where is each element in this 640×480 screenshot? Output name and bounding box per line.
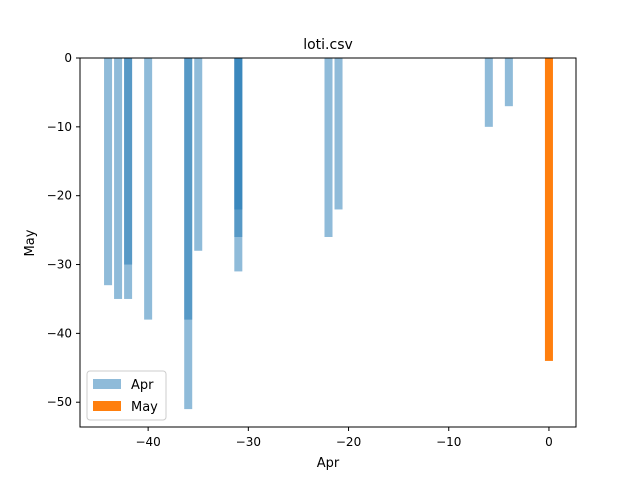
y-tick-label: −40 [47, 326, 72, 340]
bar-apr-4 [144, 58, 153, 320]
x-tick-label: −20 [336, 435, 361, 449]
bar-may-0 [544, 58, 553, 361]
y-tick-label: −50 [47, 395, 72, 409]
legend-label-apr: Apr [131, 378, 154, 393]
x-tick-label: 0 [545, 435, 553, 449]
legend: Apr May [86, 370, 167, 421]
bar-apr-6 [184, 58, 193, 320]
y-tick-label: −20 [47, 189, 72, 203]
bar-apr-12 [334, 58, 343, 210]
plot-frame [79, 57, 577, 428]
bar-apr-14 [504, 58, 513, 107]
y-tick-label: −10 [47, 120, 72, 134]
bar-apr-7 [194, 58, 203, 251]
bar-apr-1 [114, 58, 123, 299]
chart-title: loti.csv [303, 37, 353, 53]
y-axis-label: May [23, 229, 38, 256]
y-tick-label: 0 [64, 51, 72, 65]
bars-layer [104, 58, 553, 410]
x-tick-label: −30 [236, 435, 261, 449]
legend-swatch-apr [93, 379, 121, 389]
x-tick-label: −40 [135, 435, 160, 449]
y-tick-label: −30 [47, 258, 72, 272]
bar-apr-13 [484, 58, 493, 127]
legend-label-may: May [131, 400, 158, 415]
x-axis-label: Apr [317, 456, 340, 471]
legend-swatch-may [93, 401, 121, 411]
x-axis-ticks: −40 −30 −20 −10 0 [135, 427, 553, 449]
x-tick-label: −10 [436, 435, 461, 449]
y-axis-ticks: 0 −10 −20 −30 −40 −50 [47, 51, 80, 409]
bar-apr-10 [234, 58, 243, 210]
bar-apr-11 [324, 58, 333, 237]
bar-apr-3 [124, 58, 133, 265]
bar-apr-0 [104, 58, 113, 286]
